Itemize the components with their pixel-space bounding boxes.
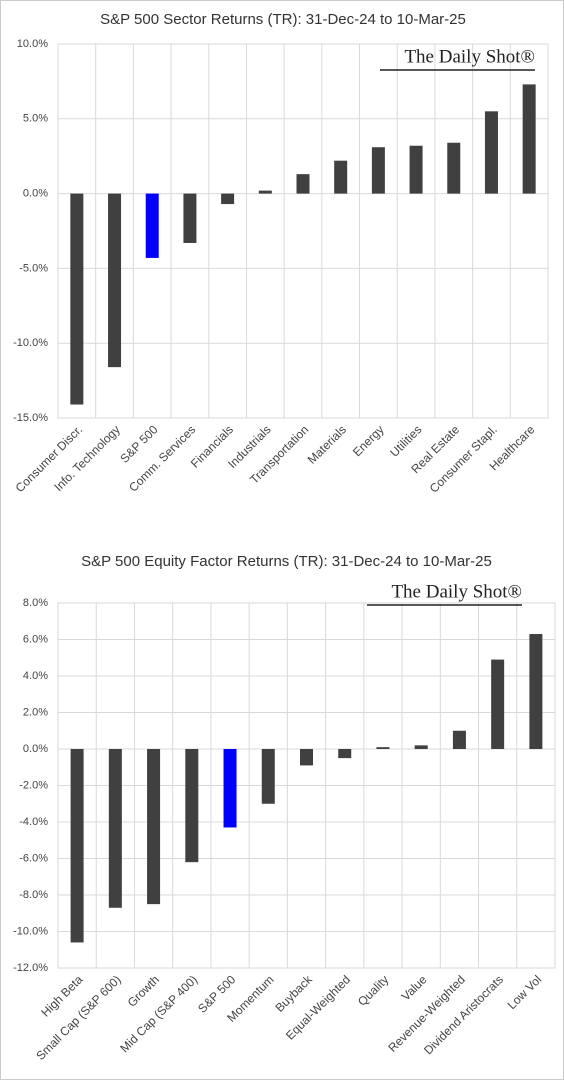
chart-title: S&P 500 Sector Returns (TR): 31-Dec-24 t… bbox=[100, 11, 466, 28]
bar bbox=[70, 749, 84, 943]
chart-title: S&P 500 Equity Factor Returns (TR): 31-D… bbox=[81, 553, 492, 570]
bar bbox=[447, 142, 461, 194]
x-tick-label: Consumer Discr. bbox=[13, 422, 86, 495]
y-tick-label: -8.0% bbox=[19, 889, 48, 901]
bar bbox=[261, 749, 275, 804]
y-tick-label: -2.0% bbox=[19, 779, 48, 791]
bar bbox=[185, 749, 199, 863]
bar bbox=[414, 745, 428, 749]
plot-border bbox=[57, 43, 549, 419]
plot-border bbox=[57, 602, 556, 969]
bar bbox=[147, 749, 161, 905]
y-tick-label: 8.0% bbox=[23, 597, 48, 609]
bar bbox=[296, 174, 310, 194]
y-tick-label: 5.0% bbox=[23, 113, 48, 125]
bar bbox=[371, 147, 385, 194]
y-tick-label: -12.0% bbox=[13, 962, 48, 974]
watermark: The Daily Shot® bbox=[391, 581, 522, 602]
bar bbox=[183, 193, 197, 243]
bar bbox=[376, 747, 390, 749]
x-tick-label: Value bbox=[399, 972, 430, 1003]
bar bbox=[491, 659, 505, 749]
x-tick-label: Materials bbox=[305, 422, 349, 466]
x-tick-label: Comm. Services bbox=[126, 422, 198, 494]
bar bbox=[258, 190, 272, 194]
bar bbox=[108, 749, 122, 908]
x-tick-label: Utilities bbox=[387, 422, 424, 459]
y-tick-label: -5.0% bbox=[19, 262, 48, 274]
x-tick-label: Quality bbox=[355, 972, 391, 1008]
y-tick-label: 6.0% bbox=[23, 633, 48, 645]
bar bbox=[70, 193, 84, 405]
y-tick-label: -4.0% bbox=[19, 816, 48, 828]
bar bbox=[145, 193, 159, 258]
bar bbox=[221, 193, 235, 205]
y-tick-label: -10.0% bbox=[13, 337, 48, 349]
watermark: The Daily Shot® bbox=[404, 46, 535, 67]
bar bbox=[522, 84, 536, 194]
bar bbox=[338, 749, 352, 759]
x-tick-label: Energy bbox=[350, 422, 387, 459]
bar bbox=[108, 193, 122, 368]
bar bbox=[300, 749, 313, 766]
bar bbox=[409, 145, 423, 194]
bar bbox=[223, 749, 237, 828]
y-tick-label: 2.0% bbox=[23, 706, 48, 718]
y-tick-label: 0.0% bbox=[23, 188, 48, 200]
y-tick-label: -10.0% bbox=[13, 925, 48, 937]
bar bbox=[529, 634, 543, 749]
x-tick-label: Consumer Stapl. bbox=[427, 422, 500, 495]
y-tick-label: 4.0% bbox=[23, 670, 48, 682]
y-tick-label: 0.0% bbox=[23, 743, 48, 755]
bar bbox=[334, 160, 348, 194]
bar bbox=[452, 730, 466, 749]
y-tick-label: -15.0% bbox=[13, 412, 48, 424]
x-tick-label: Low Vol bbox=[505, 972, 545, 1012]
x-tick-label: Growth bbox=[125, 972, 162, 1009]
y-tick-label: -6.0% bbox=[19, 852, 48, 864]
bar bbox=[484, 111, 498, 194]
y-tick-label: 10.0% bbox=[17, 38, 48, 50]
x-tick-label: Info. Technology bbox=[51, 422, 123, 494]
